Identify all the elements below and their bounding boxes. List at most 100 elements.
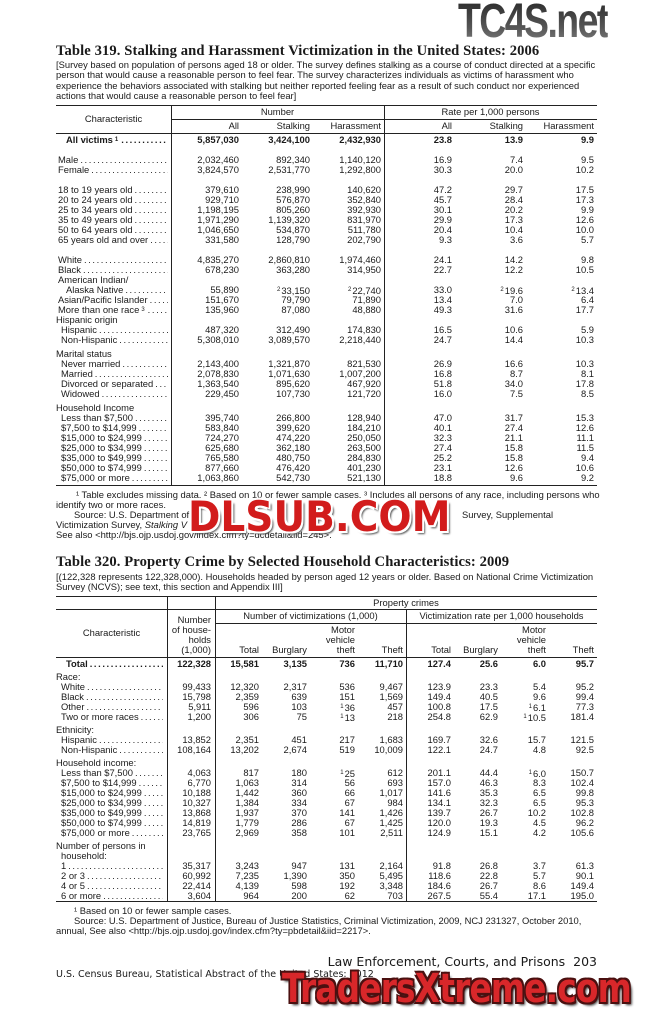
column-header: Total — [239, 644, 259, 655]
row-label: Never married — [61, 359, 168, 369]
row-label: 65 years old and over — [58, 235, 168, 245]
table-cell: 99,433 — [182, 681, 211, 692]
table-cell: 724,270 — [205, 432, 239, 443]
table-cell: 379,610 — [205, 184, 239, 195]
table-cell: 61.3 — [575, 860, 594, 871]
table-cell: 267.5 — [427, 890, 451, 901]
table-cell: 124.9 — [427, 827, 451, 838]
table-cell: 140,620 — [347, 184, 381, 195]
row-label-text: Total — [66, 658, 88, 669]
table-cell: 16.0 — [433, 388, 452, 399]
header-characteristic: Characteristic — [84, 113, 143, 124]
table-cell: 56 — [344, 777, 355, 788]
table-cell: 1,071,630 — [268, 368, 310, 379]
table-cell: 19.3 — [479, 817, 498, 828]
table-cell: 13,868 — [182, 807, 211, 818]
row-label-text: $35,000 to $49,999 — [61, 807, 142, 818]
table-cell: 3.6 — [509, 234, 523, 245]
table-cell: 817 — [243, 767, 259, 778]
table-cell: 14.2 — [504, 254, 523, 265]
row-label-text: Hispanic — [61, 734, 97, 745]
table-cell: 964 — [243, 890, 259, 901]
table-cell: 15,581 — [230, 658, 259, 669]
table-cell: 192 — [339, 880, 355, 891]
table-cell: 101 — [339, 827, 355, 838]
column-header-motor-vehicle-theft: theft — [527, 644, 546, 655]
table-top-rule — [56, 105, 597, 106]
table-cell: 6.0 — [532, 658, 546, 669]
table-cell: 1,937 — [235, 807, 259, 818]
table-cell: 15.3 — [575, 412, 594, 423]
table-cell: 34.0 — [504, 378, 523, 389]
table-cell: 23,765 — [182, 827, 211, 838]
table-cell: 14,819 — [182, 817, 211, 828]
column-divider — [167, 596, 168, 901]
row-group-heading: Number of persons in — [56, 840, 146, 851]
table-cell: 10.3 — [575, 334, 594, 345]
table-cell: 16.5 — [433, 324, 452, 335]
property-crimes-rule — [56, 609, 597, 610]
table-cell: 218 — [387, 711, 403, 722]
table-319-see-also: See also <http://bjs.ojp.usdoj.gov/index… — [56, 529, 332, 540]
row-label: Divorced or separated — [61, 379, 168, 389]
table-cell: 122,328 — [177, 658, 211, 669]
table-cell: 639 — [291, 691, 307, 702]
table-cell: 1,363,540 — [197, 378, 239, 389]
table-cell: 314 — [291, 777, 307, 788]
column-header: Harassment — [543, 120, 594, 131]
row-label: Black — [61, 692, 163, 702]
table-cell: 141.6 — [427, 787, 451, 798]
row-label-text: Hispanic — [61, 324, 97, 335]
row-label: Female — [58, 165, 168, 175]
table-cell: 202,790 — [347, 234, 381, 245]
table-cell: 306 — [243, 711, 259, 722]
table-cell: 360 — [291, 787, 307, 798]
table-cell: 12,320 — [230, 681, 259, 692]
table-cell: 91.8 — [432, 860, 451, 871]
table-cell: 23.3 — [479, 681, 498, 692]
table-cell: 2,078,830 — [197, 368, 239, 379]
table-cell: 27.4 — [504, 422, 523, 433]
column-header: All — [441, 120, 452, 131]
cell-value: 6.1 — [532, 702, 546, 713]
table-cell: 8.3 — [532, 777, 546, 788]
table-cell: 95.2 — [575, 681, 594, 692]
row-label-text: Alaska Native — [66, 284, 124, 295]
column-header: Harassment — [330, 120, 381, 131]
table-cell: 15.8 — [504, 452, 523, 463]
cell-value: 33,150 — [281, 285, 310, 296]
table-cell: 26.7 — [479, 807, 498, 818]
table-cell: 9.5 — [580, 154, 594, 165]
dot-leader — [85, 871, 163, 881]
table-cell: 1,442 — [235, 787, 259, 798]
table-cell: 1,390 — [283, 870, 307, 881]
table-cell: 26.7 — [479, 880, 498, 891]
table-cell: 1,139,320 — [268, 214, 310, 225]
table-cell: 984 — [387, 797, 403, 808]
table-cell: 17.3 — [504, 214, 523, 225]
table-cell: 358 — [291, 827, 307, 838]
table-cell: 1,683 — [379, 734, 403, 745]
table-cell: 929,710 — [205, 194, 239, 205]
table-cell: 12.6 — [575, 214, 594, 225]
table-cell: 805,260 — [276, 204, 310, 215]
table-cell: 401,230 — [347, 462, 381, 473]
cell-value: 19.6 — [504, 285, 523, 296]
table-cell: 66 — [344, 787, 355, 798]
row-label: $7,500 to $14,999 — [61, 423, 168, 433]
dot-leader — [133, 215, 168, 225]
dot-leader — [133, 195, 168, 205]
table-cell: 55.4 — [479, 890, 498, 901]
table-cell: 10,009 — [374, 744, 403, 755]
table-cell: 222,740 — [348, 285, 381, 296]
table-cell: 60,992 — [182, 870, 211, 881]
table-cell: 1,017 — [379, 787, 403, 798]
table-cell: 10.0 — [575, 224, 594, 235]
header-households: Number — [177, 614, 211, 625]
footnote-marker: 2 — [347, 287, 352, 293]
row-label-text: $50,000 to $74,999 — [61, 462, 142, 473]
table-cell: 598 — [291, 880, 307, 891]
column-divider — [215, 596, 216, 901]
table-cell: 9.4 — [580, 452, 594, 463]
table-cell: 5.4 — [532, 681, 546, 692]
